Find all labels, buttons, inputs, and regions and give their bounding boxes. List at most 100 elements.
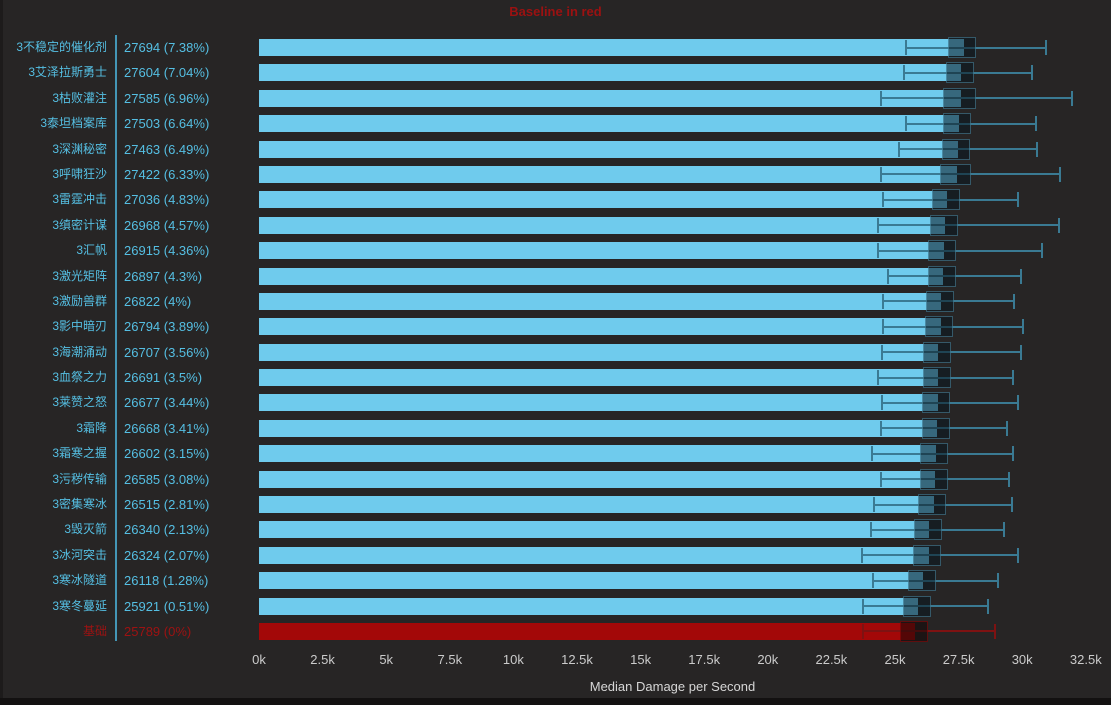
x-tick-label: 2.5k (310, 652, 335, 667)
row-value: 27036 (4.83%) (124, 192, 210, 208)
row-label: 3霜寒之握 (52, 446, 107, 461)
left-edge-shade (0, 0, 3, 705)
row-value: 26915 (4.36%) (124, 243, 210, 259)
row-value: 26822 (4%) (124, 293, 192, 309)
whisker-cap-low (887, 268, 890, 284)
x-tick-label: 32.5k (1069, 652, 1102, 667)
row-label: 3密集寒冰 (52, 497, 107, 512)
whisker-cap-high (996, 573, 999, 589)
dps-bar (259, 597, 919, 615)
whisker-cap-high (1022, 319, 1025, 335)
dps-bar (259, 318, 941, 336)
iqr-box (940, 163, 972, 185)
dps-bar (259, 496, 934, 514)
row-label: 3污秽传输 (52, 471, 107, 486)
whisker-cap-high (1017, 192, 1020, 208)
row-label: 3艾泽拉斯勇士 (28, 65, 107, 80)
dps-bar (259, 521, 930, 539)
row-value: 26707 (3.56%) (124, 344, 210, 360)
row-label: 3寒冰隧道 (52, 573, 107, 588)
x-tick-label: 15k (630, 652, 652, 667)
chart-row: 3激光矩阵 26897 (4.3%) (0, 264, 1111, 289)
row-label: 3毁灭箭 (64, 522, 107, 537)
dps-bar (259, 89, 961, 107)
chart-row: 3血祭之力 26691 (3.5%) (0, 365, 1111, 390)
x-axis-ticks: 0k 2.5k 5k 7.5k 10k 12.5k 15k 17.5k 20k 22.5k 25k 2… (0, 652, 1111, 670)
dps-bar (259, 242, 944, 260)
whisker-cap-low (902, 65, 905, 81)
whisker-cap-low (882, 192, 885, 208)
iqr-box (929, 214, 958, 236)
row-label: 3影中暗刃 (52, 319, 107, 334)
whisker-cap-high (994, 623, 997, 639)
dps-bar (259, 343, 939, 361)
chart-row: 3霜降 26668 (3.41%) (0, 416, 1111, 441)
whisker-cap-high (1041, 243, 1044, 259)
row-label: 3呼啸狂沙 (52, 166, 107, 181)
chart-row: 3海潮涌动 26707 (3.56%) (0, 340, 1111, 365)
x-tick-label: 5k (379, 652, 394, 667)
whisker-cap-high (1057, 217, 1060, 233)
whisker-cap-high (1017, 395, 1020, 411)
iqr-box (942, 138, 971, 160)
iqr-box (923, 341, 952, 363)
row-label: 3汇帆 (76, 243, 107, 258)
whisker-cap-high (986, 598, 989, 614)
dps-bar (259, 140, 958, 158)
whisker-cap-high (1017, 547, 1020, 563)
dps-bar (259, 445, 936, 463)
dps-bar (259, 267, 944, 285)
row-value: 27585 (6.96%) (124, 90, 210, 106)
row-value: 26691 (3.5%) (124, 370, 203, 386)
row-value: 27604 (7.04%) (124, 65, 210, 81)
row-label: 3血祭之力 (52, 370, 107, 385)
whisker-cap-high (1012, 446, 1015, 462)
iqr-box (913, 544, 942, 566)
whisker-cap-low (879, 90, 882, 106)
whisker-cap-low (877, 217, 880, 233)
chart-row: 3寒冬蔓延 25921 (0.51%) (0, 594, 1111, 619)
whisker-cap-high (1013, 293, 1016, 309)
x-tick-label: 10k (502, 652, 524, 667)
whisker-cap-high (1045, 40, 1048, 55)
chart-row: 3不稳定的催化剂 27694 (7.38%) (0, 35, 1111, 60)
dps-bar (259, 292, 942, 310)
chart-row: 3雷霆冲击 27036 (4.83%) (0, 187, 1111, 212)
iqr-box (945, 62, 974, 84)
iqr-box (899, 620, 928, 642)
x-tick-label: 20k (757, 652, 779, 667)
row-label: 基础 (82, 623, 107, 638)
chart-row: 3艾泽拉斯勇士 27604 (7.04%) (0, 60, 1111, 85)
dps-bar (259, 165, 957, 183)
row-label: 3泰坦档案库 (40, 116, 107, 131)
x-tick-label: 25k (884, 652, 906, 667)
whisker-cap-high (1034, 116, 1037, 132)
chart-row: 3缜密计谋 26968 (4.57%) (0, 213, 1111, 238)
chart-row: 3密集寒冰 26515 (2.81%) (0, 492, 1111, 517)
iqr-box (920, 443, 949, 465)
iqr-box (925, 316, 954, 338)
row-value: 25789 (0%) (124, 623, 192, 639)
iqr-box (920, 468, 949, 490)
chart-row: 3枯败灌注 27585 (6.96%) (0, 86, 1111, 111)
row-value: 26324 (2.07%) (124, 547, 210, 563)
iqr-box (922, 417, 951, 439)
iqr-box (943, 113, 972, 135)
iqr-box (948, 37, 977, 58)
row-label: 3激励兽群 (52, 293, 107, 308)
dps-bar (259, 394, 938, 412)
whisker-cap-high (1019, 344, 1022, 360)
chart-row: 3激励兽群 26822 (4%) (0, 289, 1111, 314)
row-label: 3莱赞之怒 (52, 395, 107, 410)
row-value: 26897 (4.3%) (124, 268, 203, 284)
iqr-box (922, 367, 951, 389)
whisker-cap-low (861, 623, 864, 639)
whisker-cap-low (879, 166, 882, 182)
row-value: 26677 (3.44%) (124, 395, 210, 411)
whisker-cap-high (1005, 420, 1008, 436)
iqr-box (931, 189, 960, 211)
iqr-box (927, 265, 956, 287)
row-value: 25921 (0.51%) (124, 598, 210, 614)
label-value-separator-line (115, 35, 117, 641)
